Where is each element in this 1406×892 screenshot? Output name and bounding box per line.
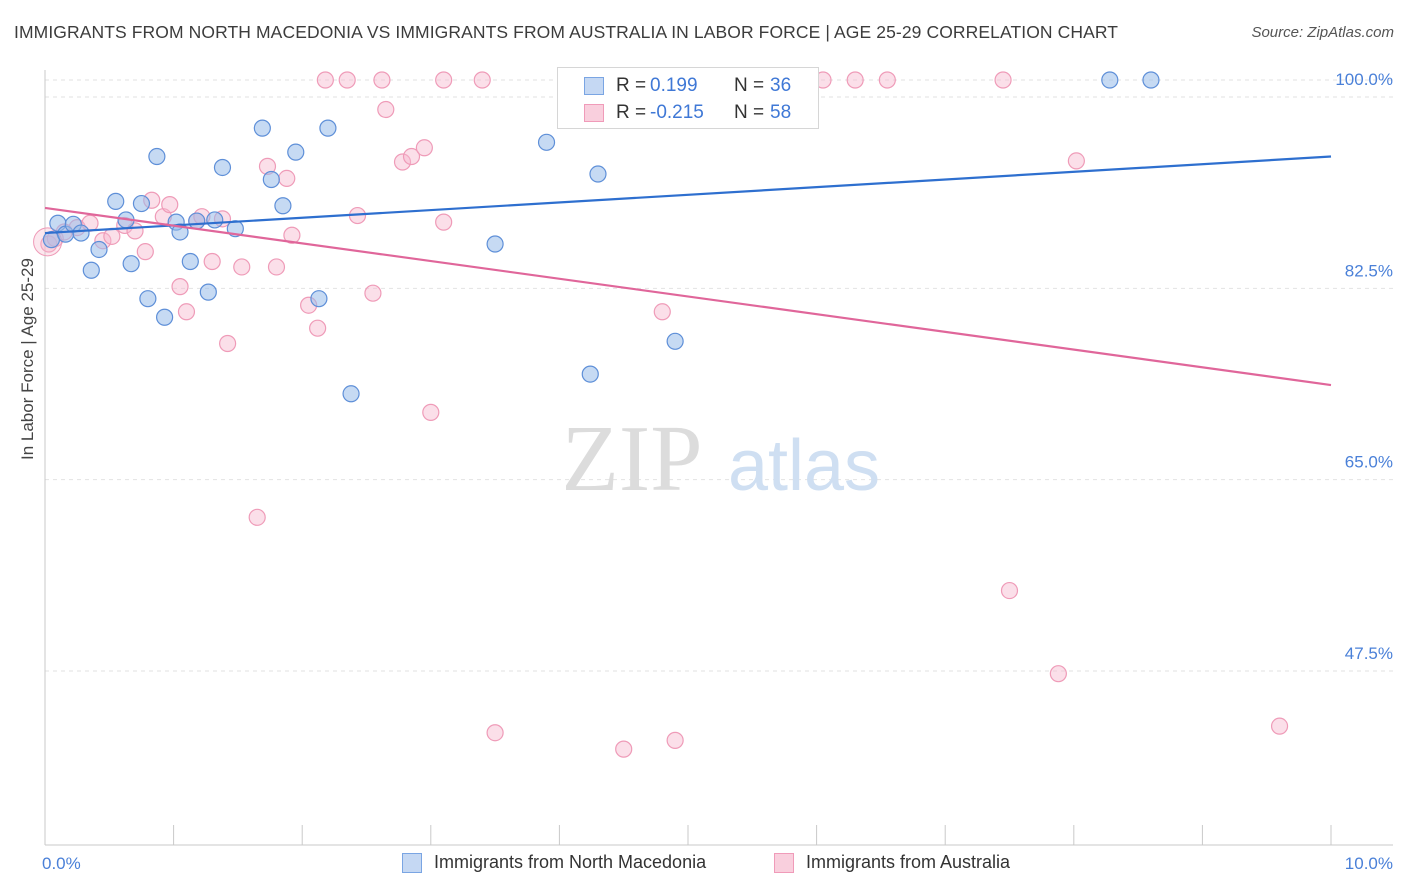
point-australia (248, 508, 266, 526)
point-north-macedonia (342, 385, 360, 403)
point-australia (103, 227, 121, 245)
point-north-macedonia (82, 261, 100, 279)
point-north-macedonia (122, 255, 140, 273)
point-north-macedonia (139, 290, 157, 308)
point-australia (422, 403, 440, 421)
point-australia (1270, 717, 1289, 735)
point-north-macedonia (262, 170, 280, 189)
point-north-macedonia (199, 283, 217, 301)
point-australia (364, 284, 382, 302)
point-australia (486, 724, 504, 742)
point-australia (136, 243, 154, 261)
point-australia (402, 147, 421, 166)
point-australia (1049, 665, 1067, 683)
stats-legend: R = 0.199 N = 36 R = -0.215 N = 58 (557, 67, 819, 129)
point-north-macedonia (213, 158, 232, 177)
point-australia (415, 139, 433, 157)
point-north-macedonia (537, 133, 556, 151)
point-australia (393, 153, 412, 171)
point-north-macedonia (72, 224, 90, 242)
y-tick-label: 47.5% (1345, 644, 1393, 663)
point-australia (177, 303, 196, 321)
point-australia (219, 334, 237, 353)
point-australia (653, 303, 671, 321)
bottom-legend-swatch-pink (774, 853, 794, 873)
y-axis-title: In Labor Force | Age 25-29 (18, 258, 37, 460)
legend-n-value: 58 (770, 102, 792, 123)
y-tick-label: 82.5% (1345, 261, 1393, 280)
legend-n-value: 36 (770, 75, 792, 96)
point-australia (473, 71, 491, 89)
legend-swatch-blue (584, 77, 604, 95)
x-tick-label-max: 10.0% (1345, 854, 1393, 873)
point-north-macedonia (181, 252, 199, 271)
point-australia (171, 278, 189, 296)
bottom-legend-label: Immigrants from North Macedonia (434, 852, 707, 872)
point-north-macedonia (107, 192, 125, 210)
legend-r-label: R = (616, 75, 647, 96)
point-australia (373, 71, 391, 89)
point-north-macedonia (90, 240, 108, 259)
point-australia (615, 740, 633, 758)
trendline-australia (44, 206, 1332, 387)
bottom-legend-label: Immigrants from Australia (806, 852, 1011, 872)
point-australia (203, 252, 221, 271)
point-north-macedonia (581, 365, 599, 383)
point-australia (316, 71, 334, 89)
point-australia (267, 258, 286, 276)
point-north-macedonia (319, 119, 337, 137)
point-australia (435, 71, 453, 89)
point-north-macedonia (486, 235, 504, 253)
point-north-macedonia (310, 290, 328, 308)
point-north-macedonia (1142, 71, 1160, 89)
point-australia (666, 731, 684, 749)
point-australia (233, 258, 251, 276)
point-north-macedonia (287, 143, 305, 161)
point-australia (161, 196, 179, 214)
x-tick-label-min: 0.0% (42, 854, 81, 873)
point-north-macedonia (1101, 71, 1119, 89)
legend-r-value: 0.199 (650, 75, 698, 96)
legend-n-label: N = (734, 102, 765, 123)
point-australia (283, 226, 301, 244)
y-tick-label: 100.0% (1335, 70, 1393, 89)
point-north-macedonia (188, 212, 206, 230)
point-north-macedonia (132, 194, 151, 213)
legend-r-value: -0.215 (650, 102, 704, 123)
trendline-north-macedonia (44, 155, 1332, 235)
source-credit: Source: ZipAtlas.com (1251, 24, 1394, 41)
point-australia (338, 71, 356, 89)
point-australia (377, 100, 395, 119)
point-north-macedonia (589, 165, 607, 183)
watermark-atlas: atlas (728, 426, 880, 506)
point-australia (994, 71, 1012, 89)
legend-swatch-pink (584, 104, 604, 122)
legend-n-label: N = (734, 75, 765, 96)
point-north-macedonia (206, 211, 224, 229)
chart-title: IMMIGRANTS FROM NORTH MACEDONIA VS IMMIG… (14, 22, 1119, 42)
point-north-macedonia (666, 332, 684, 350)
point-australia (878, 71, 896, 89)
point-north-macedonia (155, 308, 174, 326)
bottom-legend-swatch-blue (402, 853, 422, 873)
point-australia (846, 71, 864, 89)
point-north-macedonia (274, 197, 292, 215)
point-australia (1000, 581, 1019, 600)
watermark-zip: ZIP (562, 407, 703, 511)
point-australia (309, 319, 327, 337)
point-north-macedonia (148, 147, 166, 166)
y-tick-label: 65.0% (1345, 453, 1393, 472)
point-australia (1067, 152, 1085, 170)
point-north-macedonia (253, 119, 271, 137)
legend-r-label: R = (616, 102, 647, 123)
point-australia (278, 169, 296, 187)
point-australia (435, 213, 453, 231)
